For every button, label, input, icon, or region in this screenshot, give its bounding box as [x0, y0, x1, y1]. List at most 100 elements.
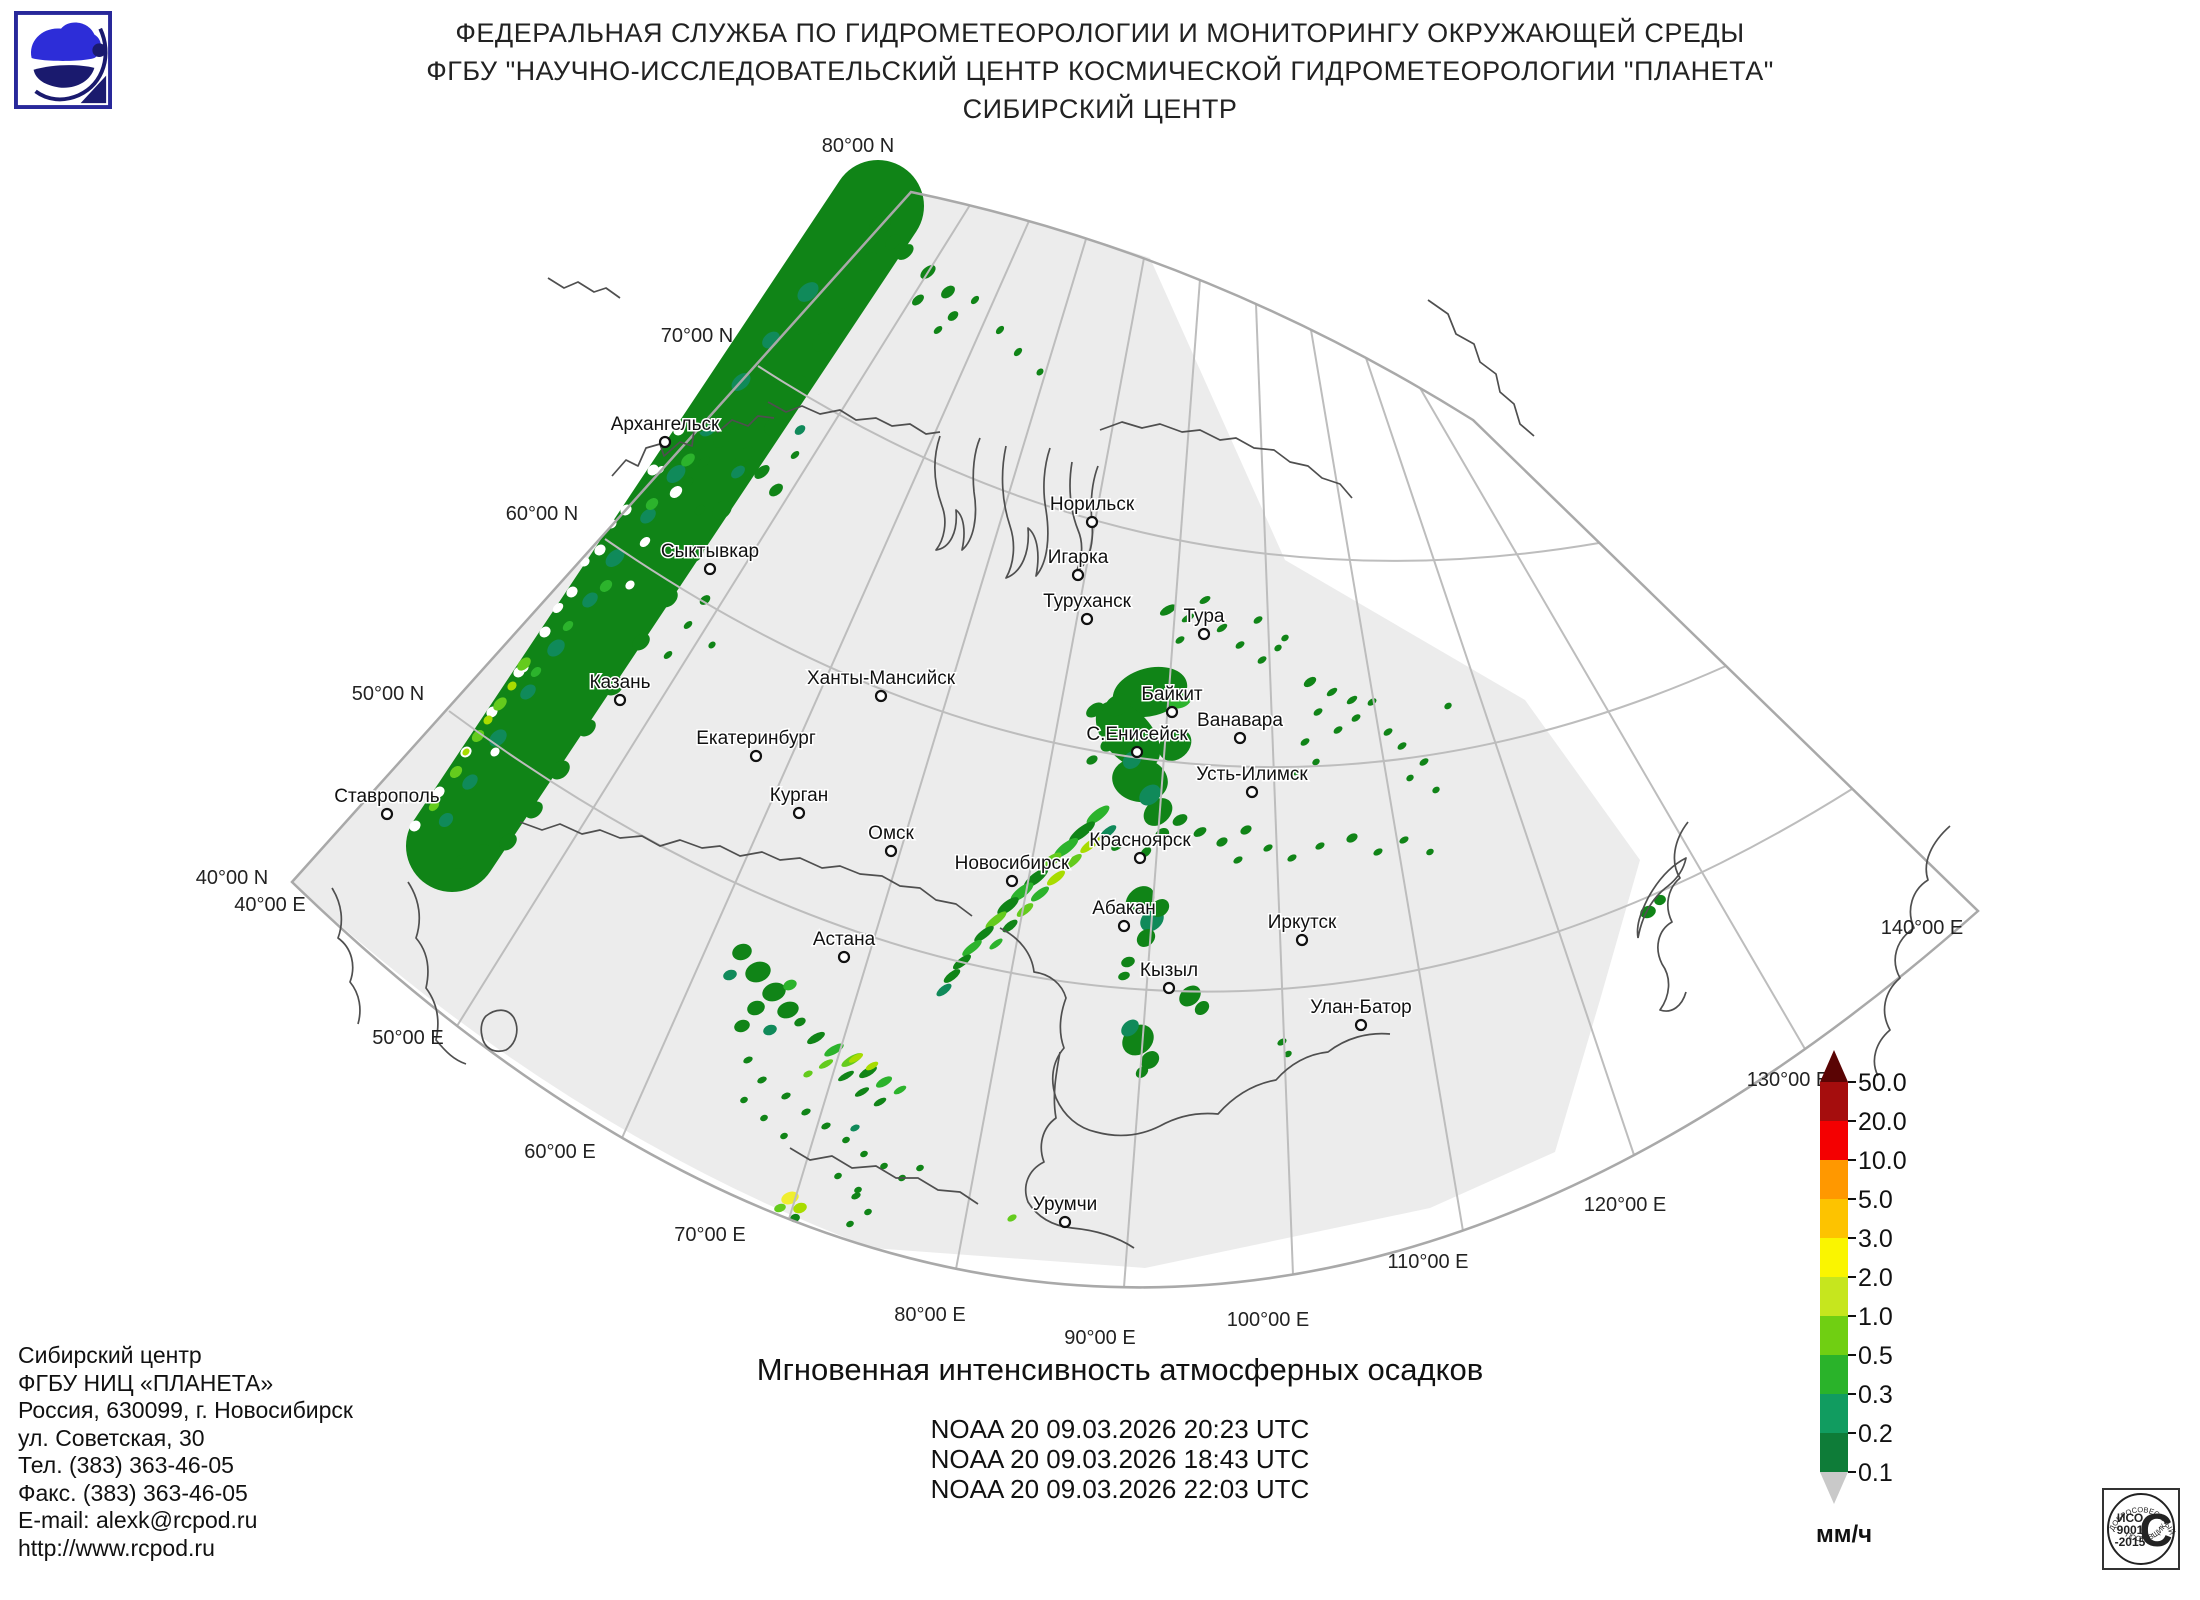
precip-patch — [1036, 368, 1044, 376]
city-marker — [1080, 612, 1094, 626]
precip-patch — [562, 620, 574, 632]
legend-value: 5.0 — [1858, 1186, 1893, 1214]
precip-patch — [594, 544, 606, 556]
precip-patch — [525, 801, 543, 819]
precip-patch — [1300, 738, 1310, 746]
precip-patch — [933, 326, 943, 334]
contact-line: Тел. (383) 363-46-05 — [18, 1452, 234, 1478]
city-label: С.Енисейск — [1086, 724, 1188, 745]
precip-patch — [1062, 853, 1082, 871]
latitude-label: 40°00 N — [196, 867, 269, 889]
precip-patch — [1333, 726, 1343, 734]
precip-patch — [582, 592, 598, 608]
precip-patch — [1121, 1019, 1139, 1037]
precip-patch — [989, 938, 1003, 950]
legend-cap-top — [1820, 1050, 1848, 1082]
precip-patch — [669, 486, 683, 498]
precip-patch — [1654, 894, 1666, 906]
precip-patch — [1080, 836, 1100, 854]
precip-patch — [801, 1108, 811, 1116]
city-marker — [1130, 745, 1144, 759]
contact-line: ул. Советская, 30 — [18, 1424, 205, 1451]
precip-patch — [552, 603, 564, 613]
city-marker — [1354, 1018, 1368, 1032]
precip-patch — [645, 498, 659, 510]
precip-patch — [599, 579, 613, 593]
precip-patch — [686, 545, 704, 563]
precip-patch — [663, 651, 673, 659]
precip-patch — [490, 747, 500, 757]
precip-patch — [681, 453, 695, 467]
precip-patch — [1143, 798, 1173, 826]
parallel-line — [757, 365, 1600, 562]
precip-patch — [1158, 729, 1192, 761]
meridian-line — [1310, 329, 1464, 1232]
city-label: Усть-Илимск — [1196, 764, 1308, 785]
precip-patch — [1373, 848, 1383, 856]
stamp-9001: 9001 — [2117, 1523, 2144, 1537]
precip-patch — [896, 244, 914, 260]
precip-patch — [962, 939, 982, 957]
precip-patch — [578, 719, 596, 737]
precip-patch — [797, 282, 819, 302]
precip-patch — [873, 1097, 887, 1107]
stamp-2015: -2015 — [2115, 1535, 2146, 1549]
city-marker — [1117, 919, 1131, 933]
precip-patch — [838, 1070, 854, 1082]
precip-patch — [842, 1136, 850, 1144]
contact-line: Россия, 630099, г. Новосибирск — [18, 1397, 353, 1423]
city-label: Красноярск — [1089, 830, 1191, 851]
longitude-label: 60°00 E — [524, 1141, 595, 1163]
precip-patch — [1351, 714, 1361, 722]
city-marker — [1005, 874, 1019, 888]
precip-patch — [1315, 842, 1325, 850]
longitude-label: 70°00 E — [674, 1224, 745, 1246]
city-label: Урумчи — [1033, 1194, 1097, 1215]
precip-patch — [493, 697, 507, 711]
coastlines — [331, 277, 1951, 1249]
precip-patch — [807, 1031, 825, 1045]
precip-patch — [754, 465, 770, 479]
precip-patch — [854, 1186, 862, 1194]
precip-patch — [520, 684, 536, 700]
precip-patch — [462, 774, 478, 790]
precip-patch — [793, 1202, 807, 1214]
precip-patch — [970, 295, 980, 305]
legend-segment — [1820, 1433, 1848, 1472]
precip-patch — [834, 1172, 842, 1180]
precip-patch — [743, 1056, 753, 1064]
satellite-pass: NOAA 20 09.03.2026 22:03 UTC — [930, 1474, 1310, 1504]
precip-patch — [745, 961, 771, 983]
longitude-label: 100°00 E — [1227, 1309, 1310, 1331]
precip-patch — [735, 446, 755, 464]
city-label: Ставрополь — [334, 786, 440, 807]
precip-patch — [604, 676, 624, 696]
planeta-logo-icon — [14, 11, 112, 109]
contact-url: http://www.rcpod.ru — [18, 1534, 215, 1561]
precip-patch — [1432, 786, 1440, 794]
contact-line: ФГБУ НИЦ «ПЛАНЕТА» — [18, 1369, 274, 1396]
precip-patch — [699, 595, 711, 605]
legend-value: 3.0 — [1858, 1225, 1893, 1253]
coastline — [1657, 821, 1689, 1012]
precip-patch — [1139, 784, 1161, 806]
precip-patch — [1346, 833, 1358, 843]
precip-patch — [848, 1053, 864, 1063]
city-marker — [658, 435, 672, 449]
precip-patch — [774, 1203, 786, 1213]
precip-patch — [818, 1059, 834, 1069]
precip-patch — [640, 508, 656, 524]
legend-segment — [1820, 1316, 1848, 1355]
satellite-pass: NOAA 20 09.03.2026 20:23 UTC — [930, 1414, 1310, 1444]
precip-patch — [1253, 616, 1263, 624]
precip-patch — [777, 1001, 799, 1019]
city-label: Архангельск — [611, 414, 720, 435]
precip-patch — [764, 416, 784, 436]
city-label: Байкит — [1141, 684, 1203, 705]
precip-patch — [1397, 742, 1407, 750]
precip-patch — [723, 969, 737, 981]
city-marker — [380, 807, 394, 821]
meridian-line — [788, 238, 1087, 1220]
coverage-area — [292, 192, 1640, 1268]
